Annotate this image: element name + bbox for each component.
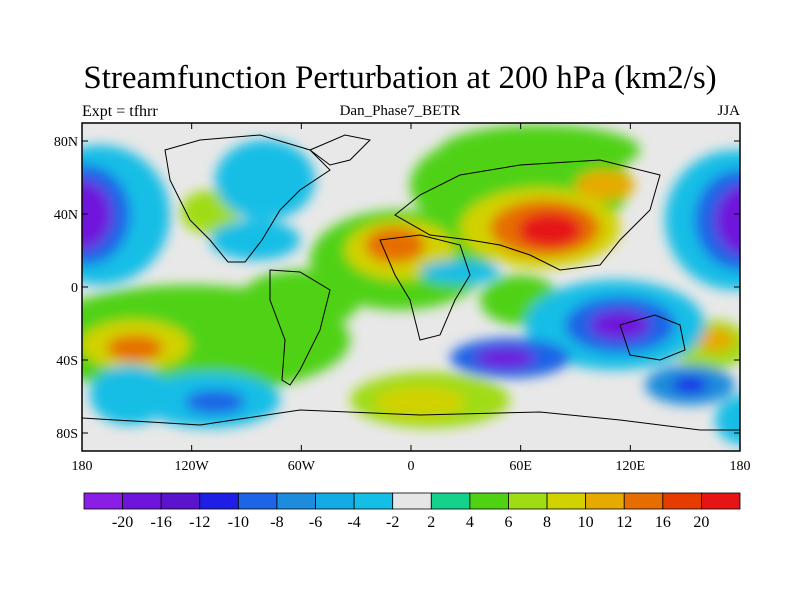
colorbar-label: -12 bbox=[189, 514, 210, 531]
colorbar-swatch bbox=[199, 492, 239, 510]
colorbar-label: 4 bbox=[466, 514, 474, 531]
africa-blue bbox=[420, 260, 500, 284]
africa bbox=[379, 234, 471, 341]
au-south-darkblue bbox=[672, 377, 708, 393]
eurasia bbox=[394, 159, 661, 271]
colorbar-swatch bbox=[237, 492, 278, 510]
colorbar-label: -8 bbox=[270, 514, 283, 531]
wp-purple bbox=[82, 180, 112, 250]
streamfunction-field bbox=[82, 123, 740, 451]
lat-tick-label: 40N bbox=[54, 208, 78, 223]
colorbar-label: 10 bbox=[578, 514, 594, 531]
colorbar-swatch bbox=[662, 492, 702, 510]
colorbar-swatch bbox=[701, 492, 741, 510]
axis-ticks: 80N 40N 0 40S 80S 180 120W 60W 0 60E 120E 180 bbox=[54, 123, 751, 474]
colorbar-label: 12 bbox=[616, 514, 632, 531]
au-orange bbox=[695, 328, 735, 352]
natl-blue bbox=[210, 220, 300, 260]
na-africa-orange bbox=[365, 227, 425, 263]
lon-tick-label: 60W bbox=[288, 459, 316, 474]
colorbar-swatch bbox=[623, 492, 664, 510]
plot-title: Streamfunction Perturbation at 200 hPa (… bbox=[83, 60, 717, 96]
sp-orange bbox=[107, 335, 163, 361]
na-blue bbox=[215, 140, 315, 220]
lon-tick-label: 120E bbox=[616, 459, 646, 474]
lat-tick-label: 0 bbox=[71, 281, 78, 296]
colorbar-swatch bbox=[276, 492, 316, 510]
sa-low-purple bbox=[475, 348, 535, 368]
greenland bbox=[309, 134, 372, 166]
sp-south-darkblue bbox=[185, 390, 245, 414]
experiment-label: Expt = tfhrr bbox=[82, 103, 158, 120]
colorbar-label: -4 bbox=[347, 514, 360, 531]
colorbar-label: 2 bbox=[427, 514, 435, 531]
colorbar-label: 16 bbox=[655, 514, 671, 531]
colorbar-swatch bbox=[353, 492, 394, 510]
case-label: Dan_Phase7_BETR bbox=[339, 103, 461, 119]
ross-blue bbox=[715, 395, 740, 445]
colorbar-swatch bbox=[430, 492, 471, 510]
lon-tick-label: 120W bbox=[175, 459, 210, 474]
sa-green bbox=[240, 270, 360, 330]
mongolia-orange bbox=[575, 170, 635, 200]
sp-sw-blue bbox=[90, 365, 170, 425]
colorbar-label: -10 bbox=[228, 514, 249, 531]
lon-tick-label: 0 bbox=[408, 459, 415, 474]
lon-tick-label: 180 bbox=[72, 459, 93, 474]
colorbar-swatch bbox=[392, 492, 432, 510]
colorbar-label: -20 bbox=[112, 514, 133, 531]
colorbar-swatch bbox=[160, 492, 201, 510]
lat-tick-label: 80N bbox=[54, 135, 78, 150]
lon-tick-label: 180 bbox=[730, 459, 751, 474]
colorbar-swatch bbox=[315, 492, 355, 510]
colorbar-label: -2 bbox=[386, 514, 399, 531]
asia-red bbox=[518, 212, 582, 248]
colorbar-label: -16 bbox=[151, 514, 172, 531]
ep-purple bbox=[715, 185, 740, 255]
so-yellow bbox=[375, 387, 465, 417]
coastlines bbox=[82, 134, 740, 431]
colorbar-label: -6 bbox=[309, 514, 322, 531]
colorbar-label: 6 bbox=[504, 514, 512, 531]
colorbar-swatch bbox=[546, 492, 587, 510]
colorbar-swatch bbox=[585, 492, 625, 510]
arctic-green bbox=[440, 125, 640, 175]
lat-tick-label: 40S bbox=[56, 354, 78, 369]
australia bbox=[619, 314, 686, 361]
lat-tick-label: 80S bbox=[56, 427, 78, 442]
colorbar-swatch bbox=[122, 492, 162, 510]
colorbar-swatch bbox=[469, 492, 509, 510]
north-america bbox=[164, 134, 331, 263]
season-label: JJA bbox=[717, 103, 740, 119]
colorbar-label: 8 bbox=[543, 514, 551, 531]
colorbar-label: 20 bbox=[693, 514, 709, 531]
colorbar-swatch bbox=[508, 492, 548, 510]
south-america bbox=[269, 269, 331, 386]
colorbar-swatch bbox=[83, 492, 123, 510]
colorbar: -20 -16 -12 -10 -8 -6 -4 -2 2 4 6 8 10 12 16 20 bbox=[83, 492, 741, 531]
lon-tick-label: 60E bbox=[509, 459, 532, 474]
antarctica bbox=[82, 409, 740, 431]
